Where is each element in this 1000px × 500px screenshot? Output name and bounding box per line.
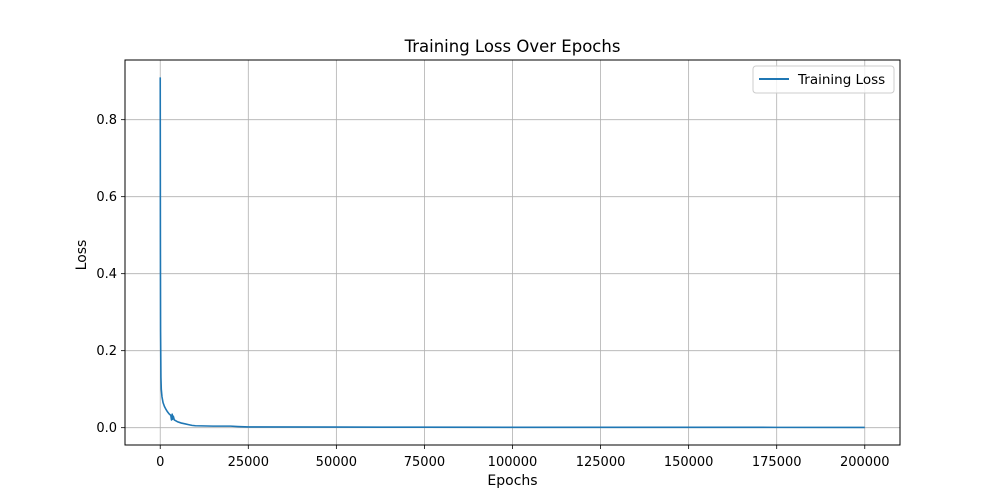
- x-tick-label: 50000: [316, 455, 357, 470]
- x-tick-label: 175000: [752, 455, 802, 470]
- x-tick-label: 150000: [664, 455, 714, 470]
- y-tick-label: 0.6: [96, 190, 117, 205]
- y-axis-label: Loss: [74, 240, 90, 271]
- y-tick-label: 0.2: [96, 344, 117, 359]
- legend-box: [752, 65, 895, 94]
- legend-label-training-loss: Training Loss: [797, 72, 885, 88]
- x-axis-label: Epochs: [487, 473, 537, 489]
- x-tick-label: 125000: [576, 455, 626, 470]
- axis-ticks: 0 25000 50000 75000 100000 125000 150000 175000…: [96, 113, 889, 470]
- legend: Training Loss: [752, 65, 895, 94]
- y-tick-label: 0.4: [96, 267, 117, 282]
- x-tick-label: 200000: [840, 455, 890, 470]
- series-line-training-loss: [159, 77, 865, 429]
- x-tick-label: 100000: [488, 455, 538, 470]
- x-tick-label: 25000: [228, 455, 269, 470]
- x-tick-label: 75000: [404, 455, 445, 470]
- y-tick-label: 0.8: [96, 113, 117, 128]
- chart-title: Training Loss Over Epochs: [404, 37, 621, 56]
- y-tick-label: 0.0: [96, 421, 117, 436]
- x-tick-label: 0: [156, 455, 164, 470]
- series-layer: [159, 77, 865, 429]
